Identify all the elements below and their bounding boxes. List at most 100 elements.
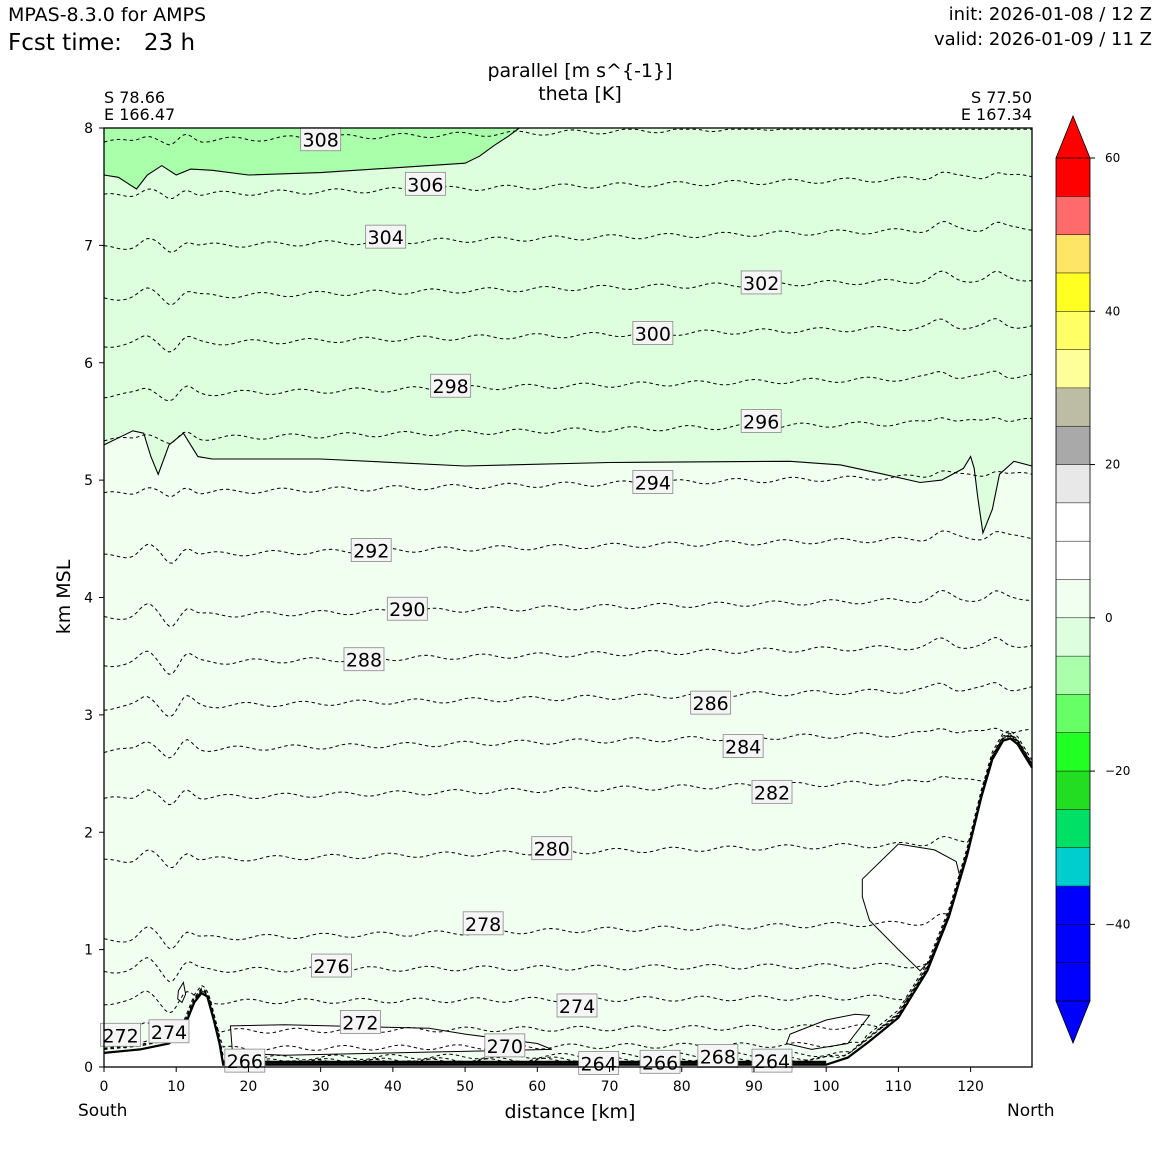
theta-label-268: 268 [700,1046,736,1068]
theta-label-extra-266: 266 [227,1051,263,1073]
x-tick-label: 30 [312,1079,330,1095]
theta-contour-298 [103,370,1033,402]
forecast-time-value: 23 h [143,30,196,56]
theta-contour-266 [103,734,1033,1063]
x-tick-label: 120 [957,1079,984,1095]
theta-label-276: 276 [313,956,349,978]
theta-contour-308 [103,128,1032,146]
colorbar-tick-label: −20 [1105,764,1130,778]
colorbar-tick-label: 0 [1105,611,1113,625]
colorbar-segment [1056,886,1090,925]
wind-contour [103,430,1033,536]
x-tick-label: 60 [528,1079,546,1095]
colorbar-under-arrow [1055,1000,1091,1045]
y-tick-label: 5 [84,473,93,489]
theta-label-282: 282 [754,782,790,804]
x-tick-label: 40 [384,1079,402,1095]
theta-contour-304 [103,221,1033,253]
theta-label-282-box [751,779,793,804]
theta-label-280: 280 [534,839,570,861]
valid-time: valid: 2026-01-09 / 11 Z [934,29,1152,50]
colorbar-segment [1056,656,1090,695]
theta-label-300-box [632,321,674,345]
y-tick-label: 7 [84,238,93,254]
colorbar-segment [1056,962,1090,1002]
axes-layer: 0 10 20 30 40 50 60 70 80 90 100 110 120 0 1 2 3 4 5 6 7 8 [84,121,984,1095]
wind-contour [103,127,520,190]
theta-contour-292 [103,530,1033,564]
theta-label-272: 272 [342,1012,378,1034]
colorbar-segment [1056,426,1090,465]
y-tick-label: 8 [84,121,93,137]
colorbar-segment [1056,732,1090,772]
theta-label-290-box [386,596,428,621]
y-tick-label: 0 [84,1060,93,1076]
theta-contour-270 [103,730,1033,1052]
colorbar-segment [1056,234,1090,274]
theta-label-294-box [632,470,674,494]
theta-label-274: 274 [559,996,595,1018]
chart-title-line2: theta [K] [538,83,622,105]
colorbar-segment [1056,579,1090,619]
colorbar-segment [1056,349,1090,389]
colorbar-segment [1056,809,1090,849]
wind-contour-pocket [785,1013,871,1050]
theta-label-270: 270 [487,1036,523,1058]
y-axis-label: km MSL [53,559,75,634]
theta-label-290: 290 [389,599,425,621]
colorbar-segment [1056,541,1090,580]
theta-label-274-box [556,993,598,1018]
theta-label-286: 286 [692,693,728,715]
right-longitude: E 167.34 [960,105,1032,124]
forecast-time: Fcst time: 23 h [8,32,195,55]
colorbar-segment [1056,387,1090,427]
colorbar-over-arrow [1055,114,1091,159]
theta-label-264-box [578,1051,620,1075]
colorbar-tick-label: 20 [1105,458,1120,472]
colorbar: 60 40 20 0 −20 −40 [1055,114,1130,1045]
colorbar-segment [1056,272,1090,312]
theta-label-294: 294 [635,472,671,494]
theta-label-280-box [531,836,573,861]
theta-label-300: 300 [635,323,671,345]
init-time: init: 2026-01-08 / 12 Z [948,4,1152,25]
terrain-outline [103,737,1033,1066]
x-tick-label: 50 [456,1079,474,1095]
y-tick-label: 4 [84,591,93,607]
colorbar-tick-label: 60 [1105,151,1120,165]
theta-label-extra-274: 274 [151,1022,187,1044]
x-tick-label: 70 [601,1079,619,1095]
theta-label-298: 298 [433,376,469,398]
theta-label-308: 308 [303,130,339,152]
colorbar-segment [1056,847,1090,887]
theta-label-292: 292 [353,541,389,563]
colorbar-segment [1056,694,1090,734]
x-tick-label: 90 [745,1079,763,1095]
theta-contour-layer [103,128,1033,1063]
right-end-label: North [1007,1101,1055,1121]
theta-label-272-box [339,1009,381,1034]
theta-contour-272 [103,735,1033,1041]
x-tick-label: 110 [885,1079,912,1095]
theta-label-276-box [311,953,352,978]
theta-contour-296 [103,417,1033,444]
colorbar-segment [1056,196,1090,235]
theta-contour-282 [103,735,1033,806]
theta-label-304-box [365,224,407,249]
x-axis-label: distance [km] [505,1101,636,1123]
x-tick-label: 0 [100,1079,109,1095]
theta-label-270-box [484,1033,526,1058]
theta-label-layer: 308 306 304 302 300 298 296 294 292 290 288 286 284 2… [100,127,793,1075]
colorbar-segment [1056,771,1090,810]
theta-label-278: 278 [465,914,501,936]
colorbar-segment [1056,158,1090,197]
theta-label-304: 304 [368,227,404,249]
theta-contour-288 [103,636,1033,675]
y-tick-label: 6 [84,356,93,372]
theta-label-extra-264: 264 [754,1051,790,1073]
colorbar-segment [1056,502,1090,542]
theta-contour-306 [103,171,1033,199]
theta-contour-276 [103,735,1033,983]
theta-contour-302 [103,270,1033,306]
